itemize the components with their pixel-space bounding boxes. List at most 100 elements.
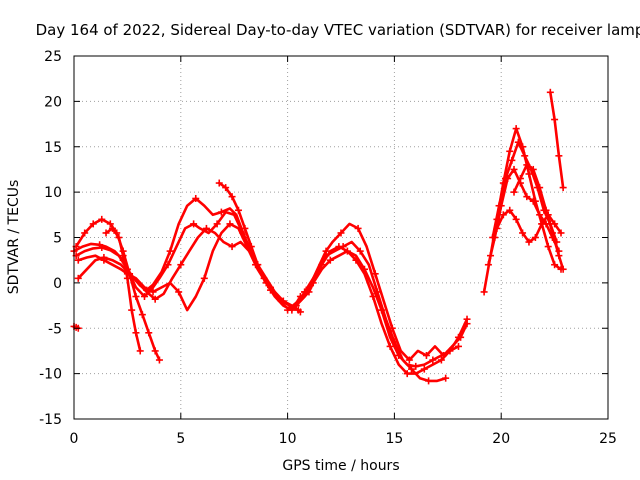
data-point-marker xyxy=(115,234,123,241)
data-point-marker xyxy=(335,243,343,251)
x-tick-label: 5 xyxy=(176,431,185,447)
data-point-marker xyxy=(510,165,518,173)
data-point-marker xyxy=(525,238,533,246)
data-point-marker xyxy=(356,247,364,255)
data-point-marker xyxy=(454,333,462,341)
data-point-marker xyxy=(442,374,450,382)
series-satellite-8 xyxy=(286,222,469,362)
data-point-marker xyxy=(192,194,200,202)
series-satellite-9 xyxy=(290,240,448,383)
data-point-marker xyxy=(123,274,131,282)
data-point-marker xyxy=(555,252,563,260)
y-axis-label: SDTVAR / TECUs xyxy=(6,180,22,295)
data-point-marker xyxy=(546,88,554,96)
series-satellite-17 xyxy=(548,91,565,189)
series-satellite-6 xyxy=(104,227,142,353)
data-point-marker xyxy=(525,170,533,178)
data-point-marker xyxy=(149,288,157,296)
data-point-marker xyxy=(318,261,326,269)
data-point-marker xyxy=(523,161,531,169)
data-point-marker xyxy=(544,243,552,251)
data-point-marker xyxy=(337,229,345,237)
data-point-marker xyxy=(551,220,559,228)
data-point-marker xyxy=(484,261,492,269)
data-point-marker xyxy=(429,356,437,364)
data-point-marker xyxy=(132,329,140,337)
data-point-marker xyxy=(497,202,505,210)
x-tick-label: 20 xyxy=(492,431,510,447)
data-point-marker xyxy=(499,211,507,219)
data-point-marker xyxy=(190,220,198,228)
data-point-marker xyxy=(200,274,208,282)
data-point-marker xyxy=(288,304,296,312)
data-point-marker xyxy=(557,229,565,237)
data-point-marker xyxy=(100,253,108,261)
data-point-marker xyxy=(354,224,362,232)
data-point-marker xyxy=(292,302,300,310)
data-point-marker xyxy=(108,224,116,232)
data-point-marker xyxy=(166,247,174,255)
data-point-marker xyxy=(132,292,140,300)
data-point-marker xyxy=(279,297,287,305)
data-point-marker xyxy=(378,306,386,314)
data-point-marker xyxy=(140,292,148,300)
data-point-marker xyxy=(538,220,546,228)
data-point-marker xyxy=(548,229,556,237)
data-point-marker xyxy=(555,152,563,160)
data-point-marker xyxy=(241,224,249,232)
data-point-marker xyxy=(493,224,501,232)
series-satellite-4 xyxy=(77,227,302,314)
data-point-marker xyxy=(98,243,106,251)
data-point-marker xyxy=(260,274,268,282)
data-point-marker xyxy=(301,288,309,296)
data-point-marker xyxy=(531,234,539,241)
data-point-marker xyxy=(177,261,185,269)
y-tick-label: -10 xyxy=(39,367,62,383)
y-tick-label: 0 xyxy=(53,276,62,292)
data-point-marker xyxy=(454,342,462,350)
y-tick-label: 25 xyxy=(44,49,62,65)
series-satellite-3 xyxy=(77,222,300,312)
data-point-marker xyxy=(213,220,221,228)
data-point-marker xyxy=(202,224,210,232)
grid xyxy=(74,56,608,419)
chart-title: Day 164 of 2022, Sidereal Day-to-day VTE… xyxy=(36,21,640,39)
data-point-marker xyxy=(403,370,411,378)
series-satellite-14 xyxy=(487,168,561,267)
data-point-marker xyxy=(536,211,544,219)
data-point-marker xyxy=(559,265,567,273)
data-point-marker xyxy=(480,288,488,296)
data-point-marker xyxy=(512,125,520,133)
data-point-marker xyxy=(559,184,567,192)
axis-ticks: 0 5 10 15 20 25 -15 -10 -5 0 5 10 15 20 25 xyxy=(39,49,617,447)
data-point-marker xyxy=(102,229,110,237)
data-point-marker xyxy=(420,365,428,373)
data-point-marker xyxy=(551,261,559,269)
data-point-marker xyxy=(217,208,225,216)
y-tick-label: 5 xyxy=(53,231,62,247)
data-point-marker xyxy=(234,206,242,214)
data-point-marker xyxy=(422,351,430,359)
data-point-marker xyxy=(506,147,514,155)
x-axis-label: GPS time / hours xyxy=(282,458,399,474)
data-point-marker xyxy=(145,329,153,337)
data-point-marker xyxy=(119,252,127,260)
data-point-marker xyxy=(405,356,413,364)
data-point-marker xyxy=(437,356,445,364)
data-point-marker xyxy=(128,306,136,314)
data-point-marker xyxy=(516,175,524,183)
data-point-marker xyxy=(74,274,82,282)
data-point-marker xyxy=(510,188,518,196)
data-point-marker xyxy=(386,342,394,350)
data-point-marker xyxy=(512,215,520,223)
data-point-marker xyxy=(228,243,236,251)
data-point-marker xyxy=(284,306,292,314)
y-tick-label: 20 xyxy=(44,94,62,110)
data-point-marker xyxy=(267,286,275,294)
data-point-marker xyxy=(254,261,262,269)
data-point-marker xyxy=(504,175,512,183)
data-point-marker xyxy=(155,356,163,364)
data-point-marker xyxy=(395,351,403,359)
data-point-marker xyxy=(247,243,255,251)
